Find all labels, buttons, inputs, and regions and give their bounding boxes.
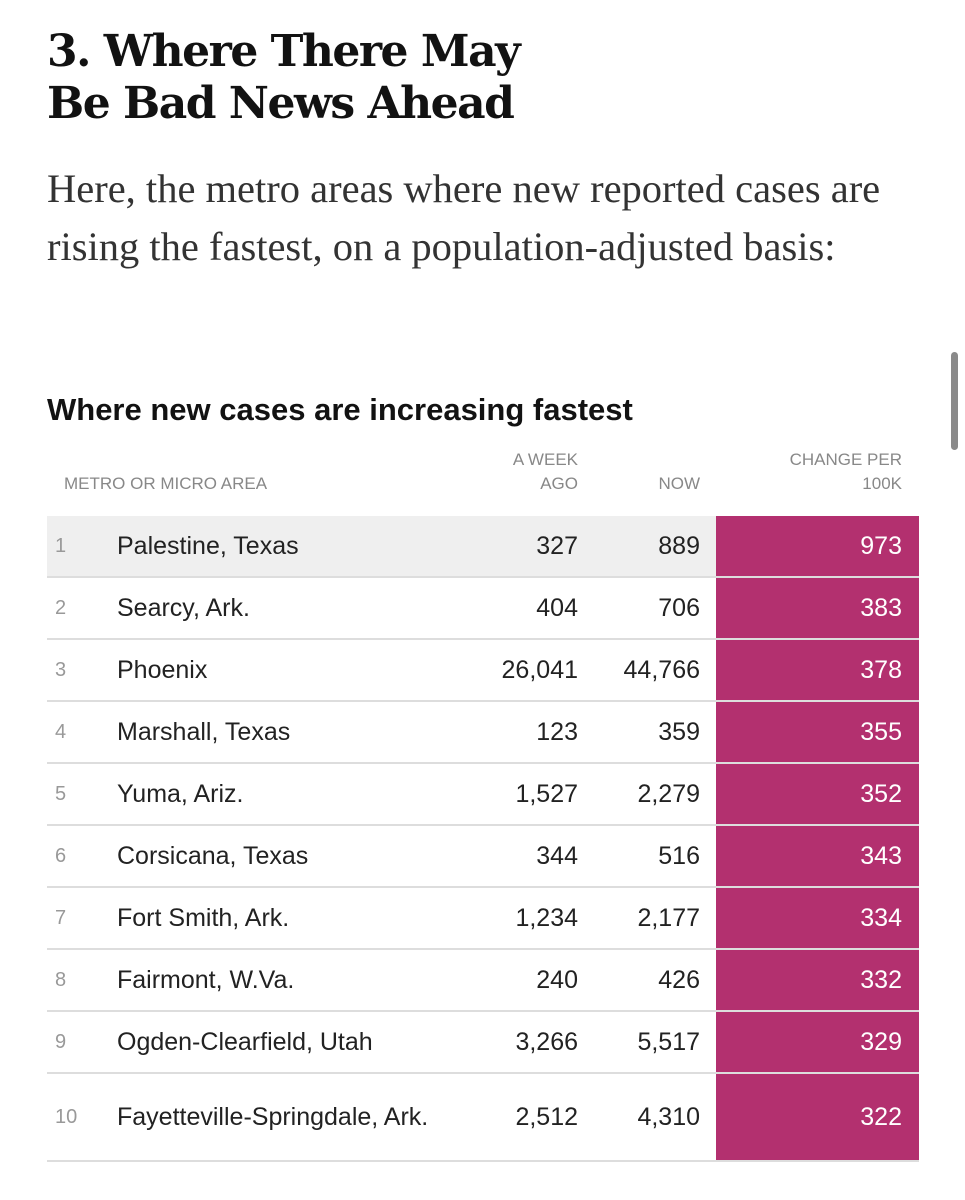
- header-week-ago: A week ago: [438, 448, 578, 496]
- table-title: Where new cases are increasing fastest: [47, 392, 633, 427]
- row-week-ago: 26,041: [501, 655, 578, 684]
- row-change-per-100k: 334: [716, 888, 919, 948]
- row-rank: 4: [55, 720, 67, 743]
- table-row: 9 Ogden-Clearfield, Utah 3,266 5,517 329: [47, 1012, 919, 1074]
- row-change-per-100k: 352: [716, 764, 919, 824]
- row-metro-name: Corsicana, Texas: [117, 842, 309, 870]
- row-week-ago: 1,527: [515, 779, 578, 808]
- table-header: Metro or micro area A week ago Now Chang…: [47, 446, 919, 496]
- row-metro-name: Searcy, Ark.: [117, 594, 250, 622]
- table-row: 3 Phoenix 26,041 44,766 378: [47, 640, 919, 702]
- row-metro-name: Fort Smith, Ark.: [117, 904, 290, 932]
- header-change-per-100k: Change per 100K: [712, 448, 902, 496]
- row-metro-name: Fairmont, W.Va.: [117, 966, 295, 994]
- row-rank: 9: [55, 1030, 67, 1053]
- row-rank: 2: [55, 596, 67, 619]
- table-row: 10 Fayetteville-Springdale, Ark. 2,512 4…: [47, 1074, 919, 1162]
- row-change-per-100k: 322: [716, 1074, 919, 1160]
- table-row: 7 Fort Smith, Ark. 1,234 2,177 334: [47, 888, 919, 950]
- row-rank: 3: [55, 658, 67, 681]
- header-metro: Metro or micro area: [64, 474, 268, 493]
- row-week-ago: 327: [536, 531, 578, 560]
- table-row: 1 Palestine, Texas 327 889 973: [47, 516, 919, 578]
- row-metro-name: Ogden-Clearfield, Utah: [117, 1028, 373, 1056]
- vertical-scrollbar[interactable]: [951, 352, 958, 450]
- row-rank: 6: [55, 844, 67, 867]
- header-change-line-1: Change per: [789, 450, 902, 469]
- row-week-ago: 2,512: [515, 1102, 578, 1131]
- row-now: 4,310: [637, 1102, 700, 1131]
- header-week-ago-line-1: A week: [512, 450, 578, 469]
- row-change-per-100k: 355: [716, 702, 919, 762]
- row-metro-name: Phoenix: [117, 656, 208, 684]
- header-change-line-2: 100K: [862, 474, 902, 493]
- row-now: 2,279: [637, 779, 700, 808]
- row-now: 516: [658, 841, 700, 870]
- header-week-ago-line-2: ago: [540, 474, 578, 493]
- row-week-ago: 344: [536, 841, 578, 870]
- table-row: 6 Corsicana, Texas 344 516 343: [47, 826, 919, 888]
- row-now: 5,517: [637, 1027, 700, 1056]
- table-body: 1 Palestine, Texas 327 889 973 2 Searcy,…: [47, 516, 919, 1162]
- row-change-per-100k: 973: [716, 516, 919, 576]
- article-headline: 3. Where There May Be Bad News Ahead: [47, 26, 847, 130]
- row-rank: 7: [55, 906, 67, 929]
- article-intro: Here, the metro areas where new reported…: [47, 166, 881, 269]
- table-row: 8 Fairmont, W.Va. 240 426 332: [47, 950, 919, 1012]
- row-rank: 8: [55, 968, 67, 991]
- row-change-per-100k: 329: [716, 1012, 919, 1072]
- row-metro-name: Fayetteville-Springdale, Ark.: [117, 1103, 429, 1131]
- row-now: 889: [658, 531, 700, 560]
- row-rank: 5: [55, 782, 67, 805]
- table-row: 5 Yuma, Ariz. 1,527 2,279 352: [47, 764, 919, 826]
- row-now: 426: [658, 965, 700, 994]
- row-week-ago: 1,234: [515, 903, 578, 932]
- row-now: 706: [658, 593, 700, 622]
- row-now: 359: [658, 717, 700, 746]
- row-week-ago: 404: [536, 593, 578, 622]
- headline-line-2: Be Bad News Ahead: [47, 78, 515, 129]
- row-now: 2,177: [637, 903, 700, 932]
- table-row: 2 Searcy, Ark. 404 706 383: [47, 578, 919, 640]
- table-row: 4 Marshall, Texas 123 359 355: [47, 702, 919, 764]
- row-week-ago: 3,266: [515, 1027, 578, 1056]
- row-rank: 10: [55, 1105, 78, 1128]
- headline-line-1: 3. Where There May: [47, 26, 521, 77]
- row-change-per-100k: 383: [716, 578, 919, 638]
- row-metro-name: Yuma, Ariz.: [117, 780, 244, 808]
- row-rank: 1: [55, 534, 67, 557]
- row-change-per-100k: 378: [716, 640, 919, 700]
- row-metro-name: Marshall, Texas: [117, 718, 291, 746]
- row-metro-name: Palestine, Texas: [117, 532, 299, 560]
- row-week-ago: 240: [536, 965, 578, 994]
- row-week-ago: 123: [536, 717, 578, 746]
- header-now: Now: [658, 474, 700, 493]
- row-now: 44,766: [623, 655, 700, 684]
- row-change-per-100k: 343: [716, 826, 919, 886]
- row-change-per-100k: 332: [716, 950, 919, 1010]
